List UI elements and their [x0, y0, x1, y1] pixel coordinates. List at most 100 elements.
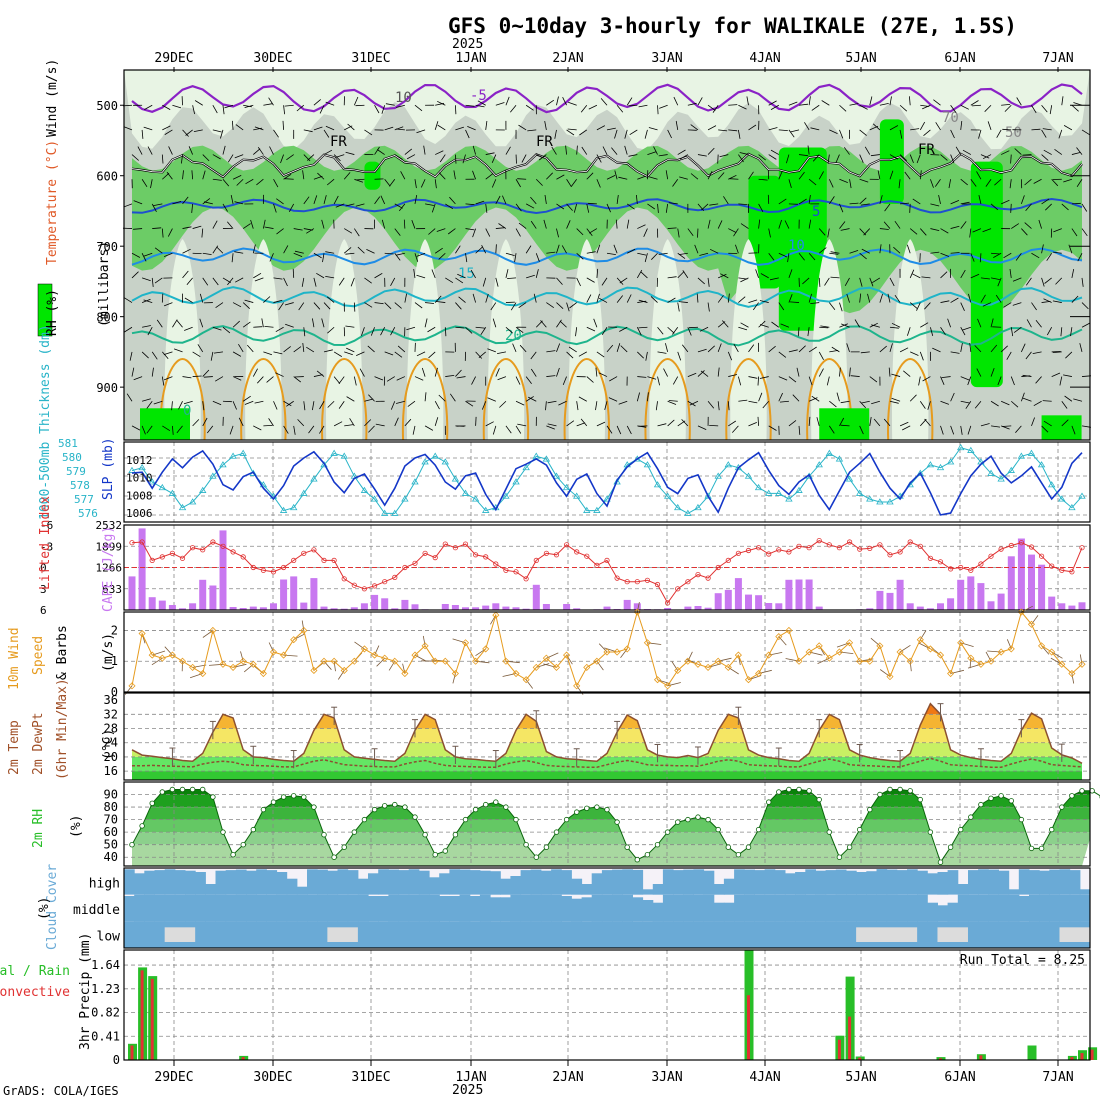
rh-point	[1039, 846, 1044, 851]
cloud-cell-middle	[958, 895, 969, 922]
cloud-cell-low	[622, 921, 633, 948]
cloud-cell-high	[480, 871, 491, 895]
rh-point	[969, 815, 974, 820]
cloud-cell-low	[978, 921, 989, 948]
cloud-cell-high	[144, 871, 155, 895]
rh-point	[514, 817, 519, 822]
cloud-cell-middle	[907, 895, 918, 922]
cloud-cell-middle	[582, 897, 593, 921]
cloud-level-middle: middle	[73, 903, 120, 918]
cloud-cell-low	[480, 921, 491, 948]
cloud-cell-middle	[409, 895, 420, 922]
cape-bar	[1048, 597, 1055, 610]
cape-bar	[897, 580, 904, 610]
cloud-cell-high	[704, 871, 715, 895]
cloud-cell-high	[948, 870, 959, 895]
date-label-bottom-5JAN: 5JAN	[845, 1070, 876, 1085]
cape-bar	[129, 576, 136, 610]
cloud-cell-low	[429, 921, 440, 948]
precip-conv-bar	[141, 970, 144, 1060]
cloud-cell-high	[622, 869, 633, 894]
cloud-cell-low	[195, 921, 206, 948]
cloud-cell-middle	[216, 895, 227, 922]
cloud-cell-low	[582, 921, 593, 948]
cape-bar	[765, 603, 772, 610]
cape-bar	[543, 604, 550, 610]
upper-wind-barb	[709, 425, 718, 426]
slp-label: SLP (mb)	[101, 437, 116, 500]
cloud-cell-high	[571, 879, 582, 895]
cloud-cell-high	[409, 869, 420, 894]
cloud-cell-middle	[165, 895, 176, 922]
rh-point	[716, 827, 721, 832]
upper-tick-label-900: 900	[96, 381, 118, 395]
cloud-cell-low	[602, 921, 613, 948]
cloud-cell-high	[195, 872, 206, 895]
cloud-cell-low	[399, 921, 410, 948]
cloud-cell-low	[277, 921, 288, 948]
cloud-cell-high	[287, 879, 298, 895]
cloud-cell-middle	[1049, 895, 1060, 922]
cloud-cell-low	[846, 921, 857, 948]
rh-point	[928, 830, 933, 835]
cloud-cell-high	[805, 869, 816, 894]
cloud-cell-middle	[500, 897, 511, 921]
rh-point	[302, 795, 307, 800]
wind-barb	[920, 631, 926, 640]
cape-bar	[361, 603, 368, 610]
rh-point	[908, 789, 913, 794]
rh-point	[625, 845, 630, 850]
cloud-cell-high	[317, 870, 328, 895]
cape-bar	[401, 600, 408, 610]
cloud-cell-middle	[754, 895, 765, 922]
cape-bar	[785, 580, 792, 610]
cape-bar	[412, 604, 419, 610]
cape-bar	[1028, 555, 1035, 610]
wind-barb	[1032, 615, 1039, 624]
cloud-cell-high	[307, 869, 318, 894]
rh-tick-40: 40	[104, 850, 118, 864]
cloud-cell-middle	[175, 895, 186, 922]
cloud-cell-low	[968, 921, 979, 948]
cloud-cell-middle	[866, 895, 877, 922]
cloud-cell-middle	[287, 895, 298, 922]
cloud-cell-low	[419, 921, 430, 948]
cape-label: CAPE (J/kg)	[101, 526, 116, 612]
precip-panel: 1.641.230.820.410	[91, 950, 1097, 1067]
rh-point	[393, 802, 398, 807]
cloud-cell-middle	[368, 896, 379, 921]
temp-band-5	[124, 686, 1090, 714]
cloud-cell-low	[317, 921, 328, 948]
rh-point	[857, 827, 862, 832]
cape-bar	[988, 601, 995, 610]
precip-run-total: Run Total = 8.25	[960, 953, 1085, 968]
rh-point	[251, 827, 256, 832]
cloud-gap-4	[165, 927, 196, 942]
cloud-cell-low	[826, 921, 837, 948]
cape-bar	[492, 603, 499, 610]
cloud-cell-low	[307, 921, 318, 948]
cloud-cell-high	[205, 884, 216, 895]
cloud-cell-high	[124, 869, 135, 894]
date-label-top-31DEC: 31DEC	[351, 51, 390, 66]
cloud-cell-middle	[541, 895, 552, 922]
wind-barb	[910, 661, 911, 671]
cloud-cell-low	[816, 921, 827, 948]
wind-barb	[597, 661, 604, 670]
date-label-top-4JAN: 4JAN	[749, 51, 780, 66]
cloud-cell-high	[460, 870, 471, 895]
cloud-cell-middle	[765, 895, 776, 922]
slp-frame	[124, 442, 1090, 522]
cloud-cell-middle	[236, 895, 247, 922]
cape-bar	[533, 585, 540, 610]
rh-point	[726, 845, 731, 850]
cloud-cell-high	[470, 870, 481, 895]
cape-bar	[199, 580, 206, 610]
wind-barb	[526, 680, 533, 689]
cape-bar	[1058, 603, 1065, 610]
cloud-cell-high	[338, 869, 349, 894]
rh-point	[1060, 805, 1065, 810]
cloud-cell-low	[460, 921, 471, 948]
lifted-index-label: Lifted Index	[38, 496, 53, 590]
